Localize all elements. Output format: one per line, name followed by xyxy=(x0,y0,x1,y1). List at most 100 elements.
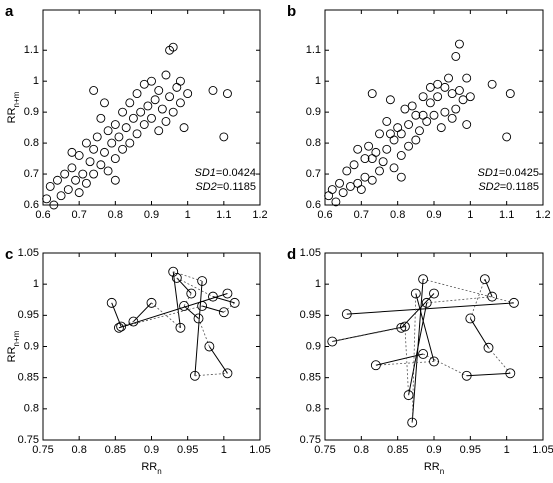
point xyxy=(389,135,399,145)
point xyxy=(67,163,77,173)
y-tick-label: 0.7 xyxy=(306,168,321,180)
point xyxy=(92,132,102,142)
label-sub: n xyxy=(440,467,444,476)
point xyxy=(502,132,512,142)
connector xyxy=(212,296,235,304)
point xyxy=(378,157,388,167)
y-axis-label: RRn+m xyxy=(6,91,21,123)
annotation: SD1=0.0424 xyxy=(195,167,256,179)
point xyxy=(175,98,185,108)
point xyxy=(393,123,403,133)
x-tick-label: 1.2 xyxy=(535,209,550,221)
point xyxy=(425,82,435,92)
point xyxy=(382,144,392,154)
x-tick-label: 0.6 xyxy=(35,209,50,221)
point xyxy=(364,141,374,151)
point xyxy=(78,169,88,179)
point xyxy=(193,313,204,324)
point xyxy=(404,120,414,129)
point xyxy=(147,113,156,123)
point xyxy=(338,188,348,198)
point xyxy=(222,368,233,379)
y-tick-label: 0.8 xyxy=(306,137,321,149)
point xyxy=(143,101,153,111)
connector xyxy=(469,318,489,349)
point xyxy=(45,181,55,191)
point xyxy=(116,321,127,332)
point xyxy=(385,129,395,139)
x-tick-label: 0.95 xyxy=(460,444,481,456)
x-tick-label: 0.9 xyxy=(144,444,159,456)
point xyxy=(367,175,377,185)
point xyxy=(186,288,197,299)
y-tick-label: 0.6 xyxy=(24,199,39,211)
point xyxy=(114,132,124,142)
point xyxy=(132,129,142,139)
y-tick-label: 0.85 xyxy=(18,372,39,384)
point xyxy=(42,194,52,204)
point xyxy=(461,370,472,381)
x-tick-label: 0.7 xyxy=(72,209,87,221)
point xyxy=(89,169,99,179)
point xyxy=(331,197,341,207)
connector xyxy=(346,302,514,315)
x-tick-label: 0.6 xyxy=(317,209,332,221)
panel-label: c xyxy=(5,246,13,263)
point xyxy=(128,316,139,327)
point xyxy=(440,107,450,117)
annotation: SD2=0.1185 xyxy=(478,181,539,193)
y-tick-label: 0.9 xyxy=(306,340,321,352)
annotation-name: SD2 xyxy=(195,181,216,193)
point xyxy=(465,92,475,102)
x-tick-label: 0.8 xyxy=(390,209,405,221)
annotation-name: SD1 xyxy=(195,167,216,179)
y-tick-label: 0.6 xyxy=(306,199,321,211)
point xyxy=(107,138,117,148)
point xyxy=(418,349,429,359)
point xyxy=(49,200,59,210)
point xyxy=(60,169,70,179)
point xyxy=(161,70,171,80)
point xyxy=(89,86,99,95)
point xyxy=(487,79,497,89)
point xyxy=(161,116,171,126)
point xyxy=(85,157,95,167)
point xyxy=(371,147,381,157)
point xyxy=(411,110,421,120)
point xyxy=(100,147,109,157)
x-axis-label: RRn xyxy=(424,461,444,476)
x-tick-label: 0.8 xyxy=(72,444,87,456)
point xyxy=(128,113,138,123)
point xyxy=(422,116,432,126)
point xyxy=(418,110,428,120)
point xyxy=(125,138,135,148)
point xyxy=(403,390,414,401)
y-tick-label: 0.8 xyxy=(306,403,321,415)
connector xyxy=(176,277,192,294)
point xyxy=(410,288,421,299)
point xyxy=(382,116,392,126)
y-tick-label: 0.9 xyxy=(24,340,39,352)
point xyxy=(218,307,229,318)
point xyxy=(479,274,490,285)
point xyxy=(189,370,200,381)
connector xyxy=(183,305,199,319)
point xyxy=(418,92,428,102)
x-tick-label: 1 xyxy=(221,444,227,456)
point xyxy=(219,132,229,142)
point xyxy=(63,185,73,194)
point xyxy=(454,86,464,95)
point xyxy=(407,101,417,111)
point xyxy=(154,126,164,136)
annotation-name: SD2 xyxy=(478,181,499,193)
axes-box xyxy=(324,252,544,441)
point xyxy=(139,79,149,89)
point xyxy=(396,172,406,182)
point xyxy=(415,126,424,136)
point xyxy=(436,123,446,133)
point xyxy=(465,313,476,324)
y-tick-label: 0.8 xyxy=(24,403,39,415)
point xyxy=(483,342,494,353)
y-tick-label: 0.8 xyxy=(24,137,39,149)
